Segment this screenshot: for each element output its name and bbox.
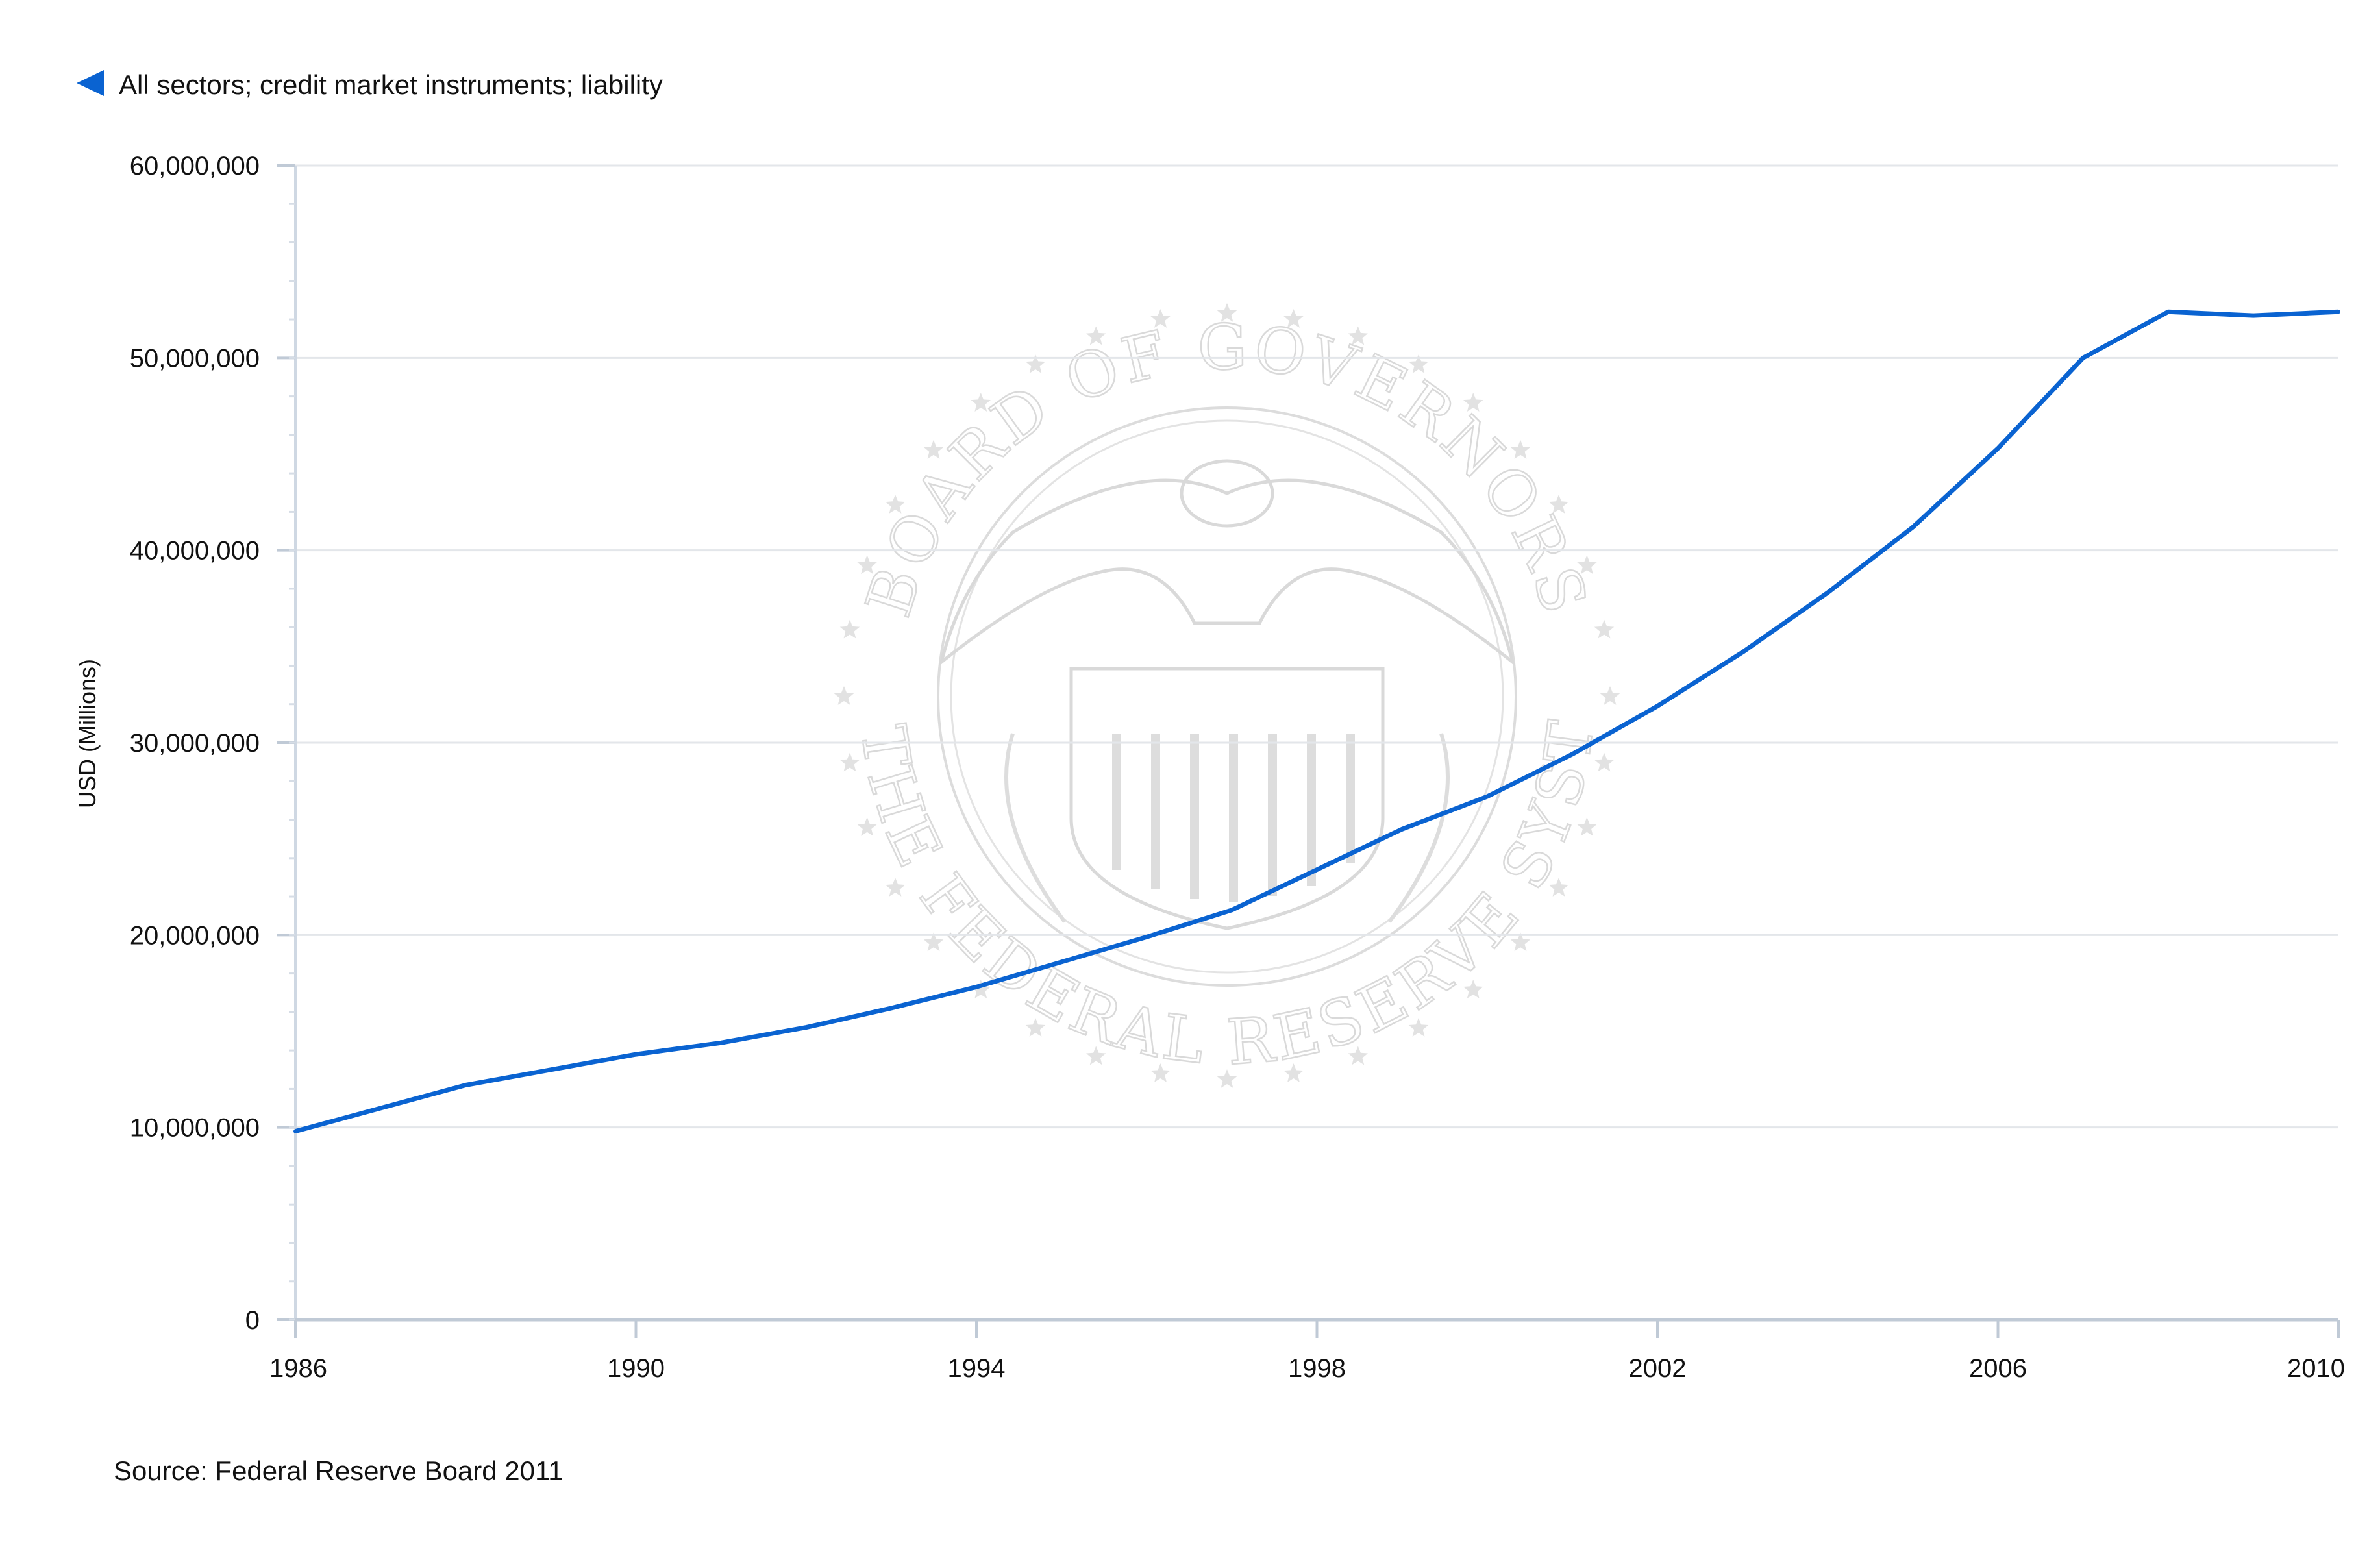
y-tick-label: 0 <box>245 1306 260 1335</box>
data-point[interactable] <box>1230 908 1234 912</box>
seal-star <box>971 393 991 412</box>
y-gridlines <box>295 164 2338 1129</box>
seal-star <box>1408 1018 1429 1037</box>
seal-star <box>1086 326 1106 345</box>
seal-star <box>839 752 860 772</box>
seal-star <box>1510 932 1531 952</box>
y-tick-label: 20,000,000 <box>130 921 260 950</box>
seal-star <box>1548 878 1569 897</box>
data-point[interactable] <box>1741 650 1745 654</box>
data-point[interactable] <box>1826 590 1830 595</box>
seal-star <box>1594 752 1615 772</box>
seal-star <box>885 878 906 897</box>
seal-star <box>1150 1063 1171 1082</box>
seal-star <box>1217 1069 1237 1088</box>
seal-star <box>1348 1046 1368 1065</box>
seal-star <box>857 555 877 575</box>
seal-star <box>1150 309 1171 328</box>
data-point[interactable] <box>2251 314 2255 318</box>
data-point[interactable] <box>2337 310 2340 314</box>
data-point[interactable] <box>293 1129 297 1133</box>
seal-star <box>971 980 991 998</box>
seal-star <box>885 495 906 514</box>
seal-star <box>834 686 854 705</box>
data-point[interactable] <box>634 1052 638 1057</box>
data-point[interactable] <box>2166 310 2170 314</box>
data-point[interactable] <box>804 1025 808 1030</box>
seal-star <box>1025 1018 1046 1037</box>
seal-shield <box>1069 667 1385 930</box>
seal-star <box>1577 817 1597 836</box>
data-point[interactable] <box>1400 827 1404 832</box>
seal-star <box>1463 393 1483 412</box>
y-tick-label: 40,000,000 <box>130 537 260 565</box>
seal-star <box>1086 1046 1106 1065</box>
x-tick-label: 2010 <box>2287 1354 2345 1383</box>
seal-star <box>1463 980 1483 998</box>
x-tick-label: 2002 <box>1629 1354 1687 1383</box>
x-tick-label: 1986 <box>269 1354 327 1383</box>
y-axis-title: USD (Millions) <box>74 659 101 808</box>
data-point[interactable] <box>464 1083 468 1087</box>
data-point[interactable] <box>1996 446 2000 451</box>
x-tick-label: 1994 <box>948 1354 1006 1383</box>
y-tick-label: 30,000,000 <box>130 729 260 758</box>
y-tick-labels: 0 10,000,000 20,000,000 30,000,000 40,000,00… <box>130 152 295 1335</box>
data-point[interactable] <box>719 1041 723 1045</box>
series-layer <box>293 309 2340 1133</box>
seal-star <box>1025 354 1046 373</box>
seal-eagle <box>938 478 1516 667</box>
data-point[interactable] <box>2081 356 2085 360</box>
seal-star <box>1348 326 1368 345</box>
seal-star <box>1594 619 1615 639</box>
data-point[interactable] <box>1315 867 1319 872</box>
y-tick-label: 50,000,000 <box>130 344 260 373</box>
legend[interactable]: All sectors; credit market instruments; … <box>77 69 663 100</box>
data-point[interactable] <box>378 1106 383 1111</box>
data-point[interactable] <box>1145 935 1149 939</box>
seal-star <box>923 439 944 459</box>
seal-star <box>1283 1063 1304 1082</box>
legend-label: All sectors; credit market instruments; … <box>119 69 663 100</box>
seal-star <box>839 619 860 639</box>
seal-star <box>1408 354 1429 373</box>
x-tick-labels: 1986 1990 1994 1998 2002 2006 2010 <box>269 1320 2345 1383</box>
data-point[interactable] <box>1060 959 1064 964</box>
seal-star <box>1600 686 1620 705</box>
source-note: Source: Federal Reserve Board 2011 <box>114 1455 564 1486</box>
y-tick-label: 10,000,000 <box>130 1114 260 1143</box>
data-point[interactable] <box>974 985 978 989</box>
x-tick-label: 1998 <box>1288 1354 1346 1383</box>
data-point[interactable] <box>889 1006 893 1010</box>
x-tick-label: 2006 <box>1969 1354 2027 1383</box>
seal-star <box>1510 439 1531 459</box>
data-point[interactable] <box>1485 794 1489 798</box>
seal-star <box>923 932 944 952</box>
y-tick-label: 60,000,000 <box>130 152 260 180</box>
data-point[interactable] <box>1911 525 1915 530</box>
seal-star <box>1283 309 1304 328</box>
data-point[interactable] <box>549 1067 553 1072</box>
seal-star <box>1217 303 1237 322</box>
seal-star <box>1577 555 1597 575</box>
data-point[interactable] <box>1655 704 1659 708</box>
data-point[interactable] <box>1570 752 1574 756</box>
seal-star <box>1548 495 1569 514</box>
x-tick-label: 1990 <box>607 1354 665 1383</box>
seal-star <box>857 817 877 836</box>
triangle-left-icon <box>77 70 104 96</box>
